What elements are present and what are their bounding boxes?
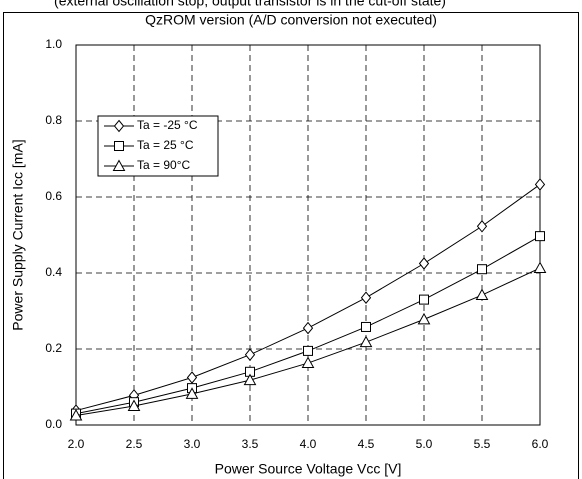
x-tick-label: 3.0 bbox=[184, 437, 201, 451]
x-tick-label: 3.5 bbox=[242, 437, 259, 451]
x-axis-label: Power Source Voltage Vcc [V] bbox=[215, 461, 402, 477]
marker bbox=[113, 119, 125, 133]
marker bbox=[69, 408, 83, 421]
y-tick-label: 0.0 bbox=[45, 417, 62, 431]
chart-title: QzROM version (A/D conversion not execut… bbox=[145, 12, 437, 28]
x-tick-label: 2.0 bbox=[68, 437, 85, 451]
y-tick-label: 1.0 bbox=[45, 37, 62, 51]
marker bbox=[476, 219, 488, 233]
y-tick-label: 0.2 bbox=[45, 341, 62, 355]
marker bbox=[112, 159, 126, 171]
x-tick-label: 4.0 bbox=[300, 437, 317, 451]
marker bbox=[417, 312, 431, 325]
marker bbox=[185, 387, 199, 399]
marker bbox=[419, 294, 429, 305]
marker bbox=[359, 335, 373, 348]
marker bbox=[301, 356, 315, 369]
x-tick-label: 4.5 bbox=[358, 437, 375, 451]
legend-label: Ta = 90°C bbox=[137, 158, 190, 172]
marker bbox=[302, 321, 314, 335]
x-tick-label: 5.0 bbox=[416, 437, 433, 451]
marker bbox=[186, 371, 198, 384]
marker bbox=[475, 288, 489, 301]
y-tick-label: 0.6 bbox=[45, 189, 62, 203]
chart-subtitle: (external oscillation stop, output trans… bbox=[54, 0, 446, 9]
x-tick-label: 2.5 bbox=[126, 437, 143, 451]
marker bbox=[535, 231, 545, 242]
marker bbox=[361, 321, 371, 332]
x-tick-label: 6.0 bbox=[532, 437, 549, 451]
marker bbox=[477, 264, 487, 275]
x-tick-label: 5.5 bbox=[474, 437, 491, 451]
marker bbox=[533, 261, 547, 274]
y-tick-label: 0.8 bbox=[45, 113, 62, 127]
marker bbox=[127, 399, 141, 411]
marker bbox=[244, 348, 256, 361]
marker bbox=[418, 257, 430, 270]
y-axis-label: Power Supply Current Icc [mA] bbox=[10, 139, 26, 330]
marker bbox=[243, 373, 257, 386]
y-tick-label: 0.4 bbox=[45, 265, 62, 279]
legend-label: Ta = 25 °C bbox=[137, 138, 194, 152]
legend-label: Ta = -25 °C bbox=[137, 118, 198, 132]
marker bbox=[534, 178, 546, 191]
marker bbox=[360, 291, 372, 304]
marker bbox=[303, 345, 313, 356]
marker bbox=[114, 141, 124, 151]
frame bbox=[3, 12, 579, 479]
